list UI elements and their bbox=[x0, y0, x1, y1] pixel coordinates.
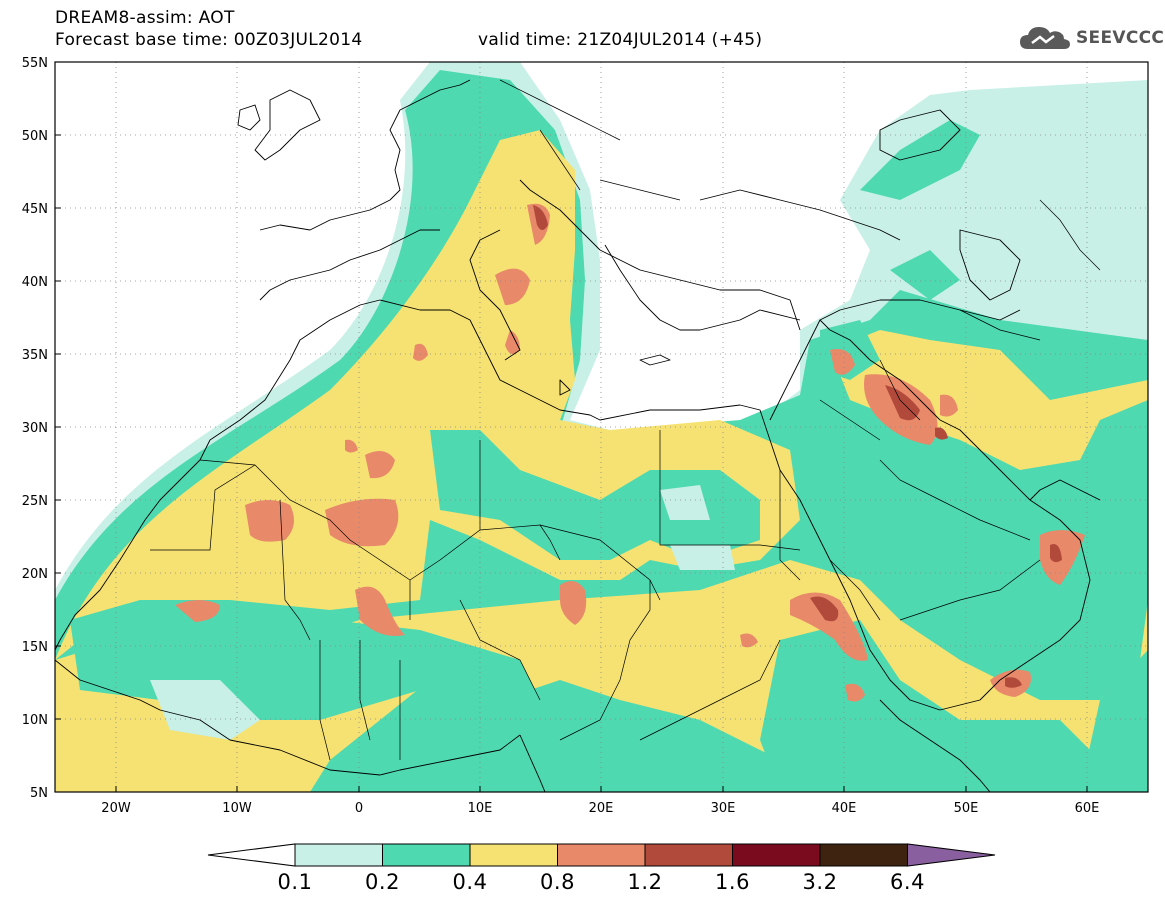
colorbar-cell bbox=[382, 843, 471, 867]
aot-field bbox=[55, 62, 1148, 792]
lat-label: 10N bbox=[22, 713, 48, 728]
colorbar-label: 0.4 bbox=[452, 870, 488, 894]
colorbar-label: 0.2 bbox=[365, 870, 400, 894]
lat-label: 35N bbox=[22, 348, 48, 363]
forecast-base-time: Forecast base time: 00Z03JUL2014 bbox=[55, 30, 363, 50]
aot-band-0.8 bbox=[175, 203, 1085, 702]
map-grid bbox=[55, 62, 1148, 792]
colorbar-label: 6.4 bbox=[890, 870, 925, 894]
lon-label: 20W bbox=[101, 801, 131, 816]
colorbar-label: 3.2 bbox=[802, 870, 838, 894]
colorbar-cell bbox=[294, 843, 383, 867]
lon-label: 0 bbox=[355, 801, 363, 816]
map-title: DREAM8-assim: AOT bbox=[55, 8, 235, 28]
valid-time: valid time: 21Z04JUL2014 (+45) bbox=[478, 30, 763, 50]
colorbar-label: 1.6 bbox=[715, 870, 750, 894]
coastlines bbox=[55, 79, 1101, 792]
lon-label: 50E bbox=[954, 801, 979, 816]
lon-label: 60E bbox=[1075, 801, 1100, 816]
colorbar-label: 0.8 bbox=[540, 870, 575, 894]
lat-label: 5N bbox=[30, 786, 48, 801]
colorbar-cell bbox=[819, 843, 908, 867]
colorbar-label: 0.1 bbox=[277, 870, 313, 894]
lat-label: 45N bbox=[22, 202, 48, 217]
colorbar-high-arrow bbox=[907, 843, 996, 867]
lat-label: 20N bbox=[22, 567, 48, 582]
logo-text: SEEVCCC bbox=[1076, 28, 1165, 48]
colorbar bbox=[207, 843, 996, 867]
colorbar-cell bbox=[644, 843, 733, 867]
colorbar-low-arrow bbox=[207, 843, 296, 867]
lon-label: 10E bbox=[468, 801, 493, 816]
lon-label: 20E bbox=[589, 801, 614, 816]
lon-label: 30E bbox=[711, 801, 736, 816]
country-borders bbox=[150, 79, 1101, 761]
seevccc-logo: SEEVCCC bbox=[1018, 22, 1164, 54]
lat-label: 40N bbox=[22, 275, 48, 290]
colorbar-cell bbox=[469, 843, 558, 867]
colorbar-cell bbox=[557, 843, 646, 867]
lat-label: 30N bbox=[22, 421, 48, 436]
lon-label: 40E bbox=[832, 801, 857, 816]
lat-label: 50N bbox=[22, 129, 48, 144]
cloud-logo-icon bbox=[1020, 27, 1070, 49]
lon-label: 10W bbox=[222, 801, 252, 816]
colorbar-cell bbox=[732, 843, 821, 867]
colorbar-label: 1.2 bbox=[627, 870, 663, 894]
lat-label: 25N bbox=[22, 494, 48, 509]
lat-label: 55N bbox=[22, 56, 48, 71]
lat-label: 15N bbox=[22, 640, 48, 655]
